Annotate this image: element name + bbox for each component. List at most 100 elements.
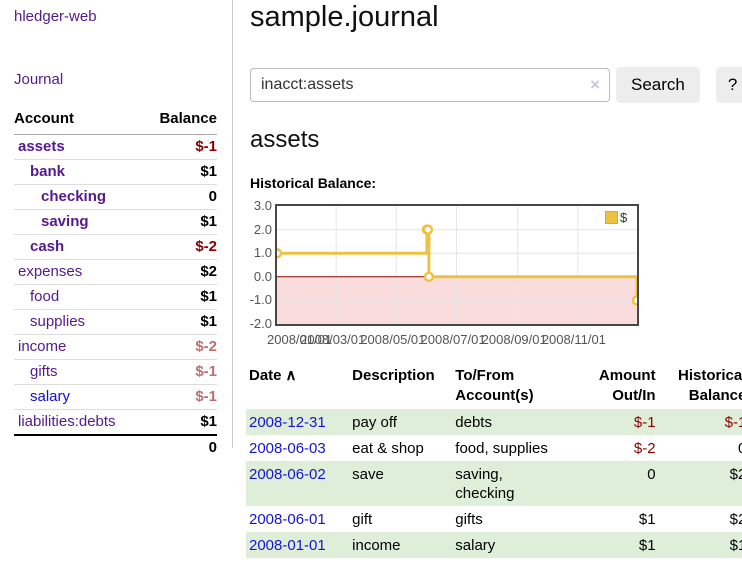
historical-balance-chart: $ 3.0 2.0 1.0 0.0 -1.0 -2.0 2008/01/01 2008/03/… [246,197,742,347]
search-input[interactable] [250,68,610,102]
x-axis-tick-label: 2008/03/01 [300,332,366,347]
y-axis-tick-label: -1.0 [249,292,272,308]
register-header-balance: Historical Balance [677,367,742,404]
account-link-bank[interactable]: bank [30,163,66,180]
account-page-title: assets [250,126,320,153]
transaction-description: income [352,537,401,554]
account-row: checking 0 [14,184,217,210]
transaction-amount: $1 [638,537,656,554]
register-header-accounts: To/From Account(s) [455,367,534,404]
register-header-date[interactable]: Date ∧ [249,367,297,384]
brand-link[interactable]: hledger-web [14,8,97,25]
account-link-food[interactable]: food [30,288,60,305]
register-table: Date ∧ Description To/From Account(s) Amo… [246,363,742,558]
transaction-balance: $2 [729,466,742,483]
y-axis-tick-label: 3.0 [253,198,272,213]
register-row: 2008-06-01 gift gifts $1 $2 [246,506,742,532]
y-axis-tick-label: 1.0 [253,245,272,261]
transaction-balance: $2 [729,511,742,528]
account-row: food $1 [14,284,217,310]
y-axis-tick-label: 0.0 [253,268,272,284]
transaction-amount: $-2 [633,440,656,457]
register-row: 2008-06-02 save saving, checking 0 $2 [246,461,742,506]
transaction-date-link[interactable]: 2008-06-02 [249,466,326,483]
account-row: supplies $1 [14,309,217,335]
sidebar: hledger-web Journal Account Balance asse… [0,0,233,460]
transaction-accounts: gifts [455,511,483,528]
account-link-saving[interactable]: saving [41,213,89,230]
accounts-header-balance: Balance [143,108,217,135]
register-row: 2008-01-01 income salary $1 $1 [246,532,742,558]
accounts-table: Account Balance assets $-1 bank $1 check… [14,108,217,460]
account-link-gifts[interactable]: gifts [30,363,58,380]
search-button[interactable]: Search [616,67,700,103]
transaction-date-link[interactable]: 2008-06-01 [249,511,326,528]
transaction-date-link[interactable]: 2008-12-31 [249,414,326,431]
accounts-total-row: 0 [14,434,217,460]
account-balance: $1 [143,209,217,235]
transaction-amount: 0 [647,466,656,483]
app-layout: hledger-web Journal Account Balance asse… [0,0,742,558]
account-link-cash[interactable]: cash [30,238,65,255]
legend-swatch [605,211,618,224]
chart-title: Historical Balance: [250,175,377,191]
accounts-total-balance: 0 [143,434,217,460]
register-row: 2008-12-31 pay off debts $-1 $-1 [246,409,742,435]
transaction-balance: $1 [729,537,742,554]
transaction-balance: $-1 [724,414,742,431]
chart-plot-area [275,204,639,326]
transaction-description: pay off [352,414,397,431]
search-form: × Search ? [250,67,742,103]
help-button[interactable]: ? [715,67,742,103]
account-link-expenses[interactable]: expenses [18,263,83,280]
account-row: expenses $2 [14,259,217,285]
page-title: sample.journal [250,1,439,33]
accounts-header-account: Account [14,108,144,135]
account-link-salary[interactable]: salary [30,388,71,405]
account-row: bank $1 [14,159,217,185]
account-balance: 0 [143,184,217,210]
account-balance: $1 [143,309,217,335]
account-row: saving $1 [14,209,217,235]
account-link-assets[interactable]: assets [18,138,65,155]
clear-search-icon[interactable]: × [590,75,600,94]
account-balance: $2 [143,259,217,285]
account-link-income[interactable]: income [18,338,67,355]
account-balance: $-1 [143,359,217,385]
transaction-accounts: debts [455,414,492,431]
transaction-accounts: saving, checking [455,466,515,502]
account-link-liabilities-debts[interactable]: liabilities:debts [18,413,116,430]
account-row: gifts $-1 [14,359,217,385]
account-row: assets $-1 [14,134,217,160]
account-row: salary $-1 [14,384,217,410]
account-row: income $-2 [14,334,217,360]
register-header-description: Description [352,367,435,384]
legend-label: $ [620,210,628,225]
account-row: cash $-2 [14,234,217,260]
transaction-balance: 0 [659,435,742,461]
transaction-description: save [352,466,384,483]
account-balance: $-2 [143,234,217,260]
account-link-checking[interactable]: checking [41,188,107,205]
account-balance: $-1 [143,134,217,160]
account-balance: $-2 [143,334,217,360]
transaction-amount: $-1 [633,414,656,431]
sidebar-item-journal[interactable]: Journal [14,71,64,88]
register-header-amount: Amount Out/In [598,367,656,404]
register-row: 2008-06-03 eat & shop food, supplies $-2… [246,435,742,461]
y-axis-tick-label: -2.0 [249,316,272,331]
account-row: liabilities:debts $1 [14,409,217,436]
main-content: sample.journal × Search ? assets Histori… [233,0,742,558]
transaction-description: eat & shop [352,440,424,457]
x-axis-tick-label: 2008/09/01 [481,332,547,347]
x-axis-tick-label: 2008/05/01 [360,332,426,347]
transaction-amount: $1 [638,511,656,528]
transaction-accounts: salary [455,537,496,554]
transaction-description: gift [352,511,373,528]
transaction-date-link[interactable]: 2008-01-01 [249,537,326,554]
account-link-supplies[interactable]: supplies [30,313,86,330]
y-axis-tick-label: 2.0 [253,221,272,237]
x-axis-tick-label: 2008/07/01 [420,332,486,347]
transaction-date-link[interactable]: 2008-06-03 [249,440,326,457]
account-balance: $1 [143,159,217,185]
